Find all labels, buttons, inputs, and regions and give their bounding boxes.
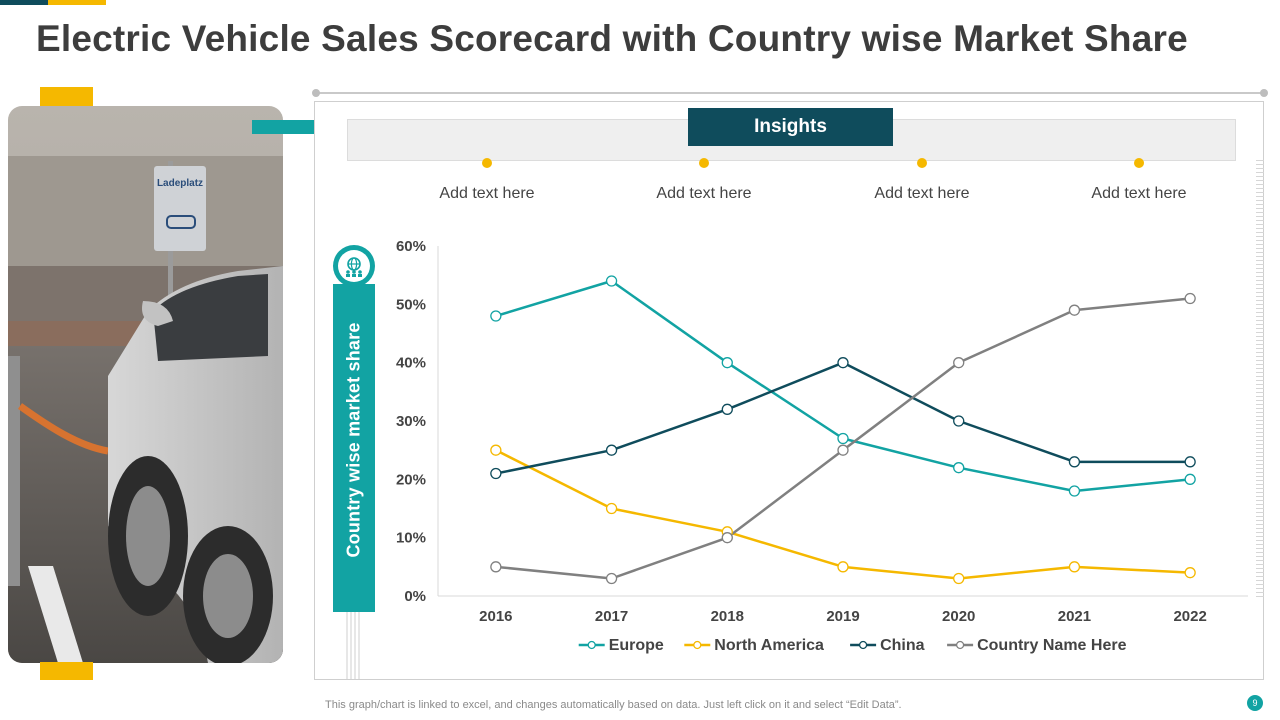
data-point xyxy=(1068,304,1081,316)
data-point xyxy=(837,357,849,369)
x-tick-label: 2020 xyxy=(942,608,975,625)
x-tick-label: 2016 xyxy=(479,608,512,625)
x-tick-label: 2022 xyxy=(1173,608,1206,625)
y-tick-label: 20% xyxy=(396,471,426,488)
top-accent-yellow xyxy=(48,0,106,5)
data-point xyxy=(1068,561,1081,573)
photo-accent-bottom xyxy=(40,662,93,680)
teal-accent-bar xyxy=(252,120,332,134)
data-point xyxy=(1184,473,1196,485)
market-share-line-chart: 0% 10% 20% 30% 40% 50% 60% 2016 2017 2018 2019 2020… xyxy=(396,238,1248,654)
y-tick-label: 50% xyxy=(396,296,426,313)
insight-text[interactable]: Add text here xyxy=(1091,185,1187,202)
insights-heading: Insights xyxy=(688,108,893,146)
data-point xyxy=(837,432,849,445)
insight-dot xyxy=(1134,158,1144,168)
x-tick-label: 2019 xyxy=(826,608,859,625)
data-point xyxy=(490,310,502,322)
data-point xyxy=(490,467,502,480)
insight-dot xyxy=(917,158,927,168)
legend-label: Europe xyxy=(609,637,664,654)
legend-swatch-marker xyxy=(858,640,868,650)
insight-text[interactable]: Add text here xyxy=(656,185,752,202)
insight-text[interactable]: Add text here xyxy=(439,185,535,202)
photo-accent-top xyxy=(40,87,93,107)
data-point xyxy=(721,357,733,369)
data-point xyxy=(1068,456,1081,468)
side-label-bar xyxy=(333,284,375,612)
y-tick-label: 10% xyxy=(396,530,426,547)
data-point xyxy=(490,561,502,573)
sign-text: Ladeplatz xyxy=(157,178,203,189)
divider-dot-left xyxy=(312,89,320,97)
data-point xyxy=(1184,567,1196,579)
data-point xyxy=(1184,456,1196,468)
data-point xyxy=(490,444,502,456)
legend-label: Country Name Here xyxy=(977,637,1126,654)
page-title: Electric Vehicle Sales Scorecard with Co… xyxy=(36,18,1188,59)
y-tick-label: 0% xyxy=(404,588,426,605)
data-point xyxy=(605,444,618,456)
legend-swatch-marker xyxy=(955,640,965,650)
data-point xyxy=(1184,292,1196,305)
decorative-tick-strip xyxy=(1256,160,1264,600)
insight-dot xyxy=(482,158,492,168)
globe-people-icon xyxy=(346,257,362,277)
data-point xyxy=(605,275,618,287)
data-point xyxy=(1068,485,1081,497)
data-point xyxy=(837,444,849,456)
data-point xyxy=(953,357,965,369)
footer-note: This graph/chart is linked to excel, and… xyxy=(325,699,902,711)
data-point xyxy=(953,572,965,585)
legend-label: North America xyxy=(714,637,824,654)
x-tick-label: 2021 xyxy=(1058,608,1091,625)
insight-dot xyxy=(699,158,709,168)
top-accent-dark xyxy=(0,0,48,5)
data-point xyxy=(721,403,733,415)
y-tick-label: 40% xyxy=(396,355,426,372)
legend-swatch-marker xyxy=(587,640,596,650)
y-tick-label: 60% xyxy=(396,238,426,255)
ev-charging-parking-photo: Ladeplatz xyxy=(8,106,283,663)
data-point xyxy=(837,561,849,573)
insight-text[interactable]: Add text here xyxy=(874,185,970,202)
series-line-north-america xyxy=(495,449,1191,580)
divider-dot-right xyxy=(1260,89,1268,97)
data-point xyxy=(605,502,618,515)
data-point xyxy=(721,532,733,544)
ev-charging-photo: Ladeplatz xyxy=(8,106,283,663)
divider-line xyxy=(316,92,1264,94)
data-point xyxy=(953,415,965,427)
series-line-europe xyxy=(495,279,1191,493)
chart-panel xyxy=(314,101,1264,680)
data-point xyxy=(605,572,618,585)
legend-swatch-marker xyxy=(693,640,702,650)
series-line-china xyxy=(495,361,1191,475)
page-number: 9 xyxy=(1247,695,1263,711)
side-label-text: Country wise market share xyxy=(343,322,364,558)
x-tick-label: 2018 xyxy=(711,608,744,625)
y-tick-label: 30% xyxy=(396,413,426,430)
side-icon-badge xyxy=(333,245,375,287)
x-tick-label: 2017 xyxy=(595,608,628,625)
side-label-tail xyxy=(346,612,360,680)
legend-label: China xyxy=(880,637,925,654)
data-point xyxy=(953,462,965,474)
